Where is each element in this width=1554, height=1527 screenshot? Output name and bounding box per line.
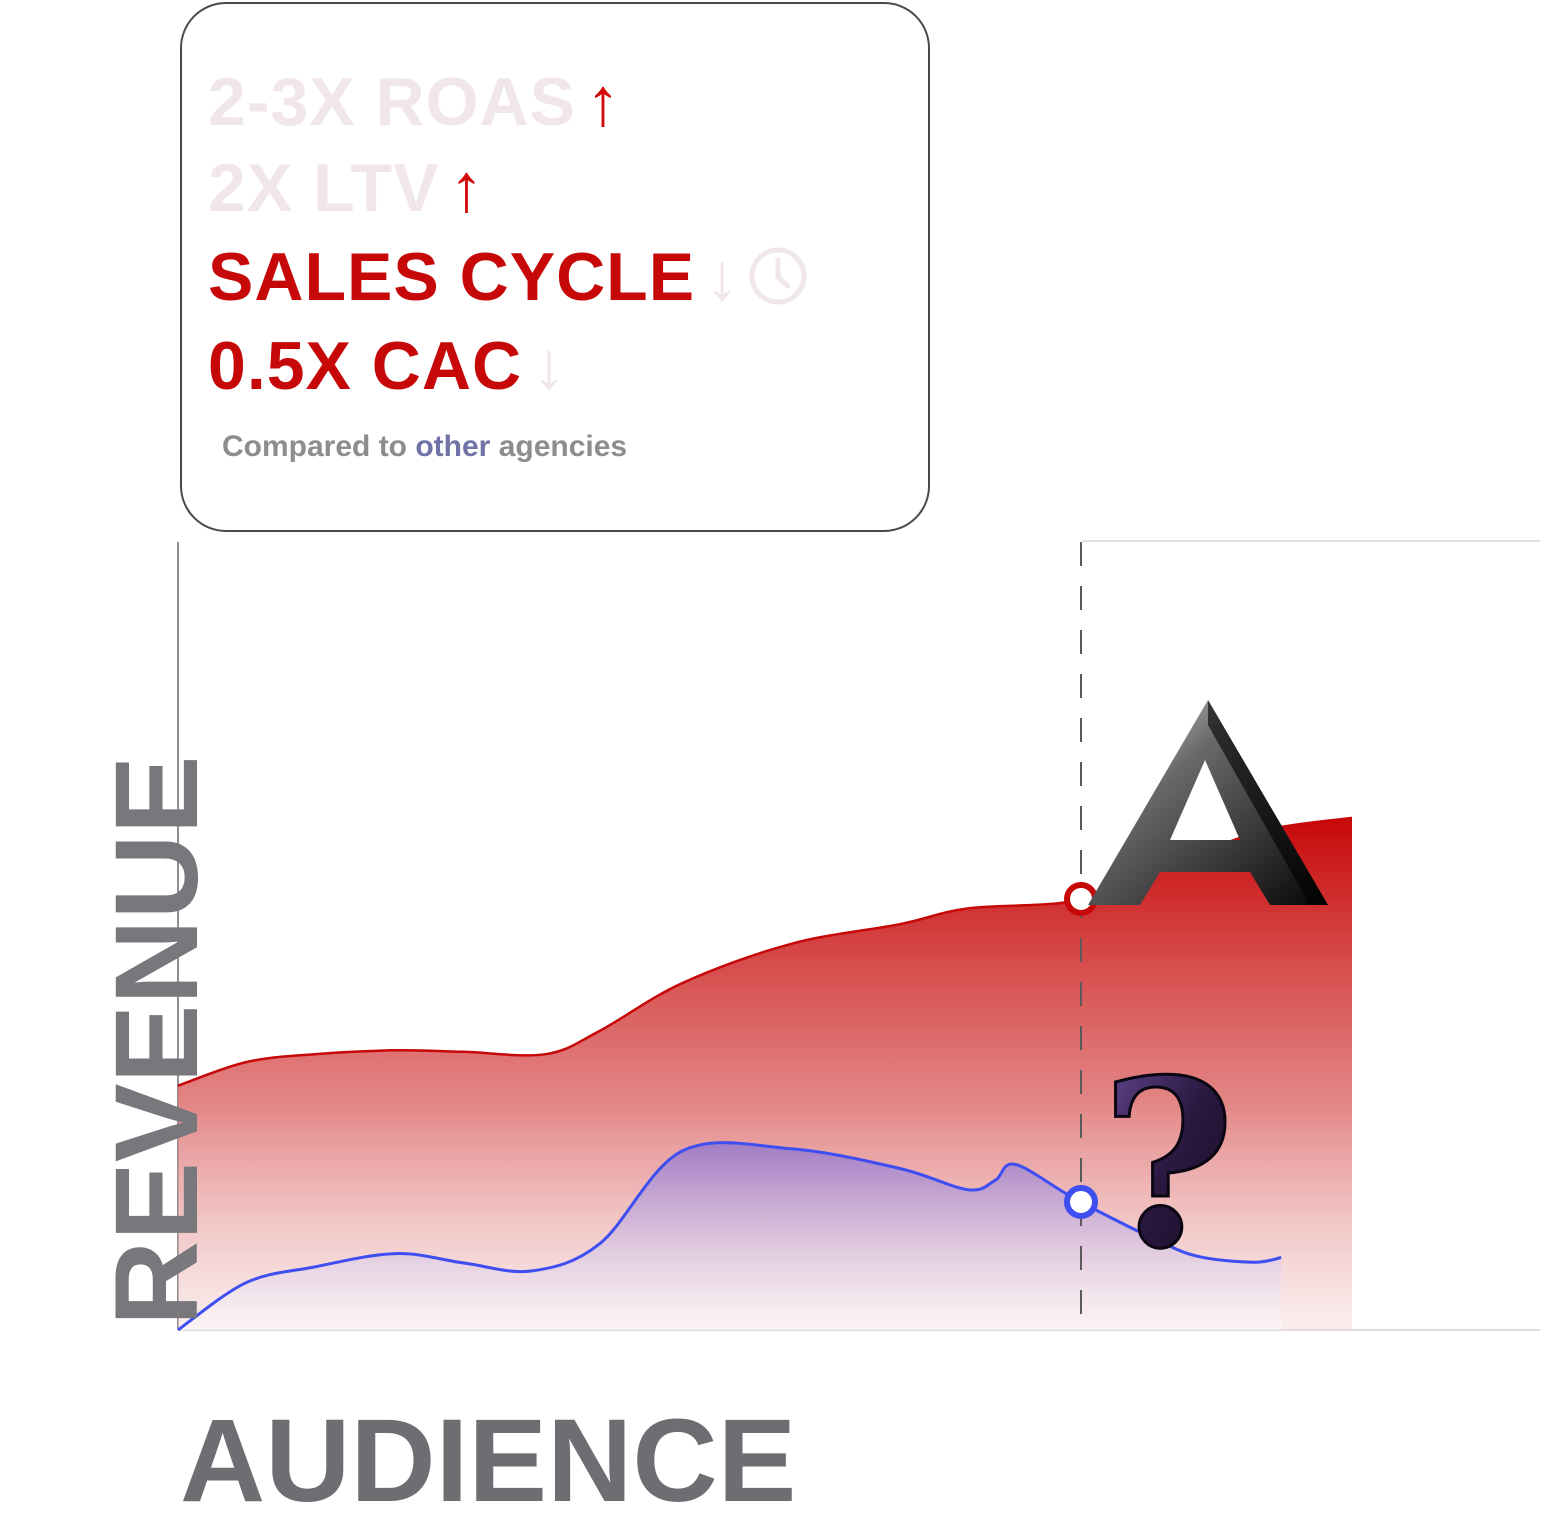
question-mark-icon: ? (1099, 1029, 1237, 1302)
metric-roas-text: 2-3X ROAS (208, 64, 576, 140)
blue-series-marker (1064, 1185, 1099, 1220)
metric-roas: 2-3X ROAS ↑ (208, 68, 621, 136)
metric-ltv-text: 2X LTV (208, 150, 440, 226)
clock-icon (749, 247, 807, 305)
arrow-up-icon: ↑ (449, 150, 485, 226)
metric-cac: 0.5X CAC ↓ (208, 332, 567, 400)
note-highlight: other (415, 430, 491, 463)
y-axis-label: REVENUE (91, 755, 223, 1326)
metric-ltv: 2X LTV ↑ (208, 154, 484, 222)
a-logo-icon (1088, 700, 1328, 905)
comparison-note: Compared to other agencies (222, 430, 627, 464)
note-suffix: agencies (490, 430, 628, 463)
metric-sales-cycle-text: SALES CYCLE (208, 239, 696, 315)
x-axis-label: AUDIENCE (180, 1395, 797, 1527)
metric-cac-text: 0.5X CAC (208, 328, 523, 404)
metric-sales-cycle: SALES CYCLE ↓ (208, 243, 808, 311)
blue-series-area (178, 1142, 1282, 1330)
arrow-down-icon: ↓ (532, 328, 568, 404)
red-series-marker (1064, 881, 1099, 916)
note-prefix: Compared to (222, 430, 416, 463)
svg-text:?: ? (1101, 1030, 1236, 1300)
arrow-up-icon: ↑ (586, 64, 621, 140)
blue-series-line (177, 1141, 1282, 1332)
arrow-down-icon: ↓ (705, 239, 741, 315)
